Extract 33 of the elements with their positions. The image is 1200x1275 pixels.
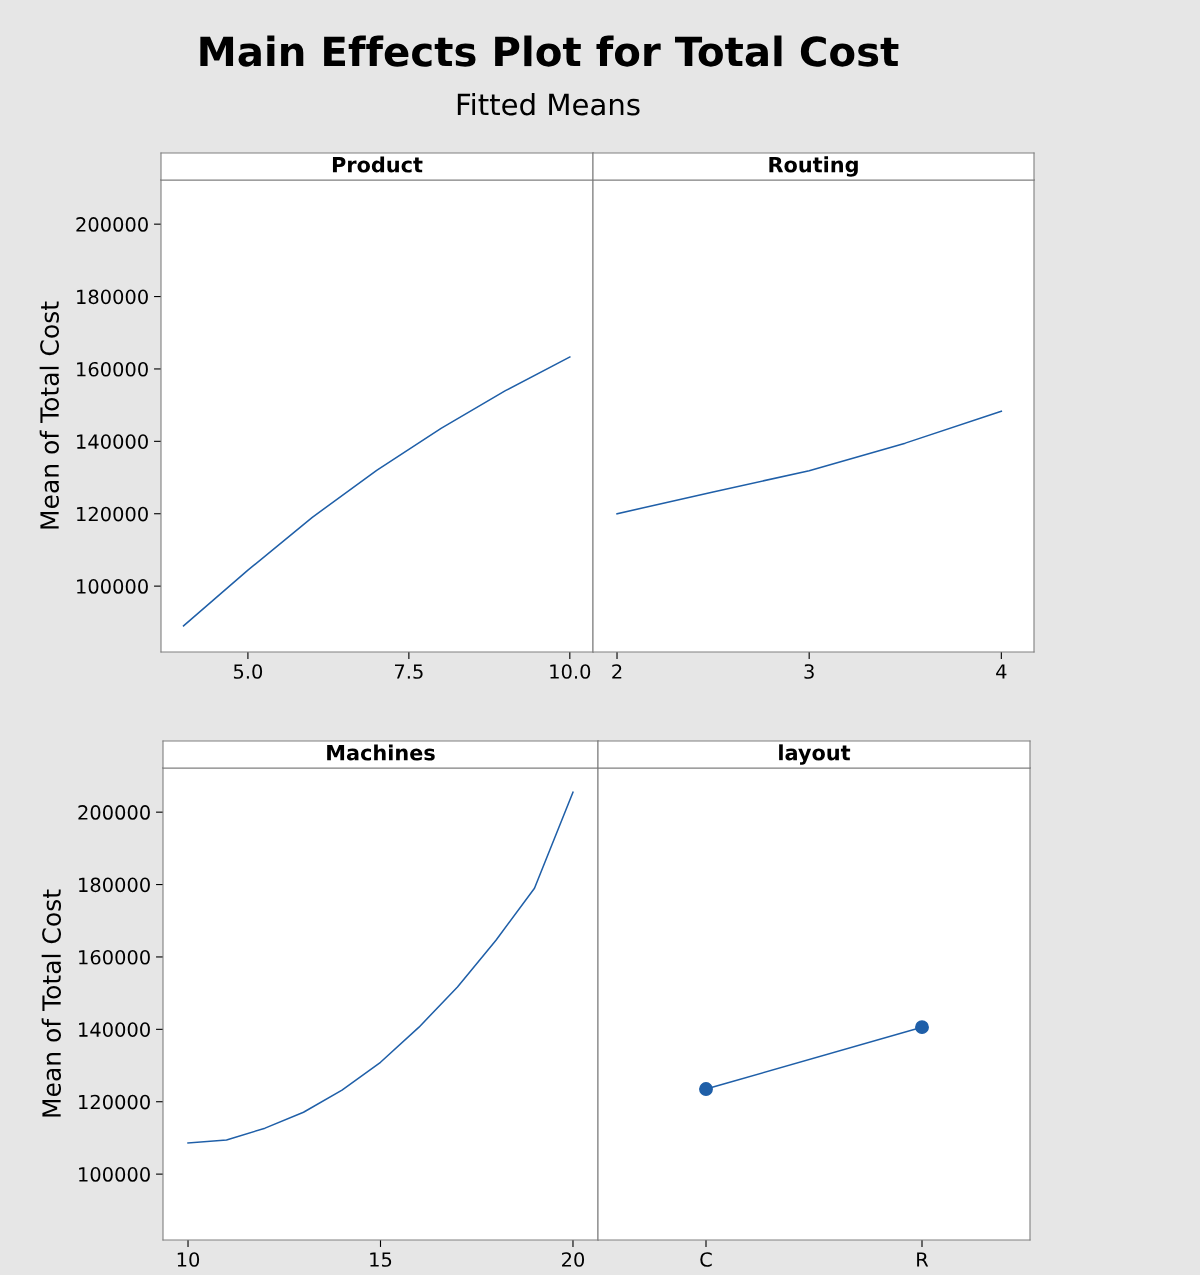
y-tick-label: 100000	[77, 579, 148, 594]
text: Fitted Means	[457, 92, 640, 116]
x-tick-label: 7.5	[395, 664, 423, 679]
x-tick-label: 10	[177, 1252, 200, 1267]
text: Main Effects Plot for Total Cost	[200, 35, 899, 67]
y-tick-label: 120000	[77, 506, 148, 522]
x-tick-label: 5.0	[233, 664, 263, 679]
y-tick-label: 140000	[77, 434, 148, 449]
x-tick-label: 15	[370, 1252, 392, 1267]
y-tick-label: 200000	[78, 805, 150, 820]
x-tick-label: 4	[996, 664, 1007, 679]
y-axis-title: Mean of Total Cost	[39, 301, 60, 529]
x-tick-label: R	[917, 1252, 929, 1267]
y-axis-title: Mean of Total Cost	[41, 889, 62, 1117]
y-tick-label: 160000	[79, 949, 150, 965]
y-tick-label: 100000	[79, 1167, 150, 1182]
y-tick-label: 160000	[77, 361, 148, 377]
chart-title: layout	[779, 744, 851, 765]
y-tick-label: 180000	[79, 877, 150, 893]
line-series	[182, 356, 571, 627]
x-tick-label: 2	[612, 664, 622, 679]
y-tick-label: 120000	[79, 1094, 150, 1110]
line-series	[187, 791, 574, 1144]
x-tick-label: 3	[804, 664, 814, 679]
x-tick-label: C	[700, 1252, 712, 1267]
chart-title: Machines	[327, 744, 435, 761]
x-tick-label: 10.0	[550, 664, 591, 679]
y-tick-label: 180000	[77, 289, 148, 305]
y-tick-label: 140000	[79, 1022, 150, 1037]
x-tick-label: 20	[562, 1252, 585, 1267]
chart-title: Product	[332, 156, 423, 173]
chart-title: Routing	[769, 156, 858, 177]
y-tick-label: 200000	[76, 217, 148, 232]
